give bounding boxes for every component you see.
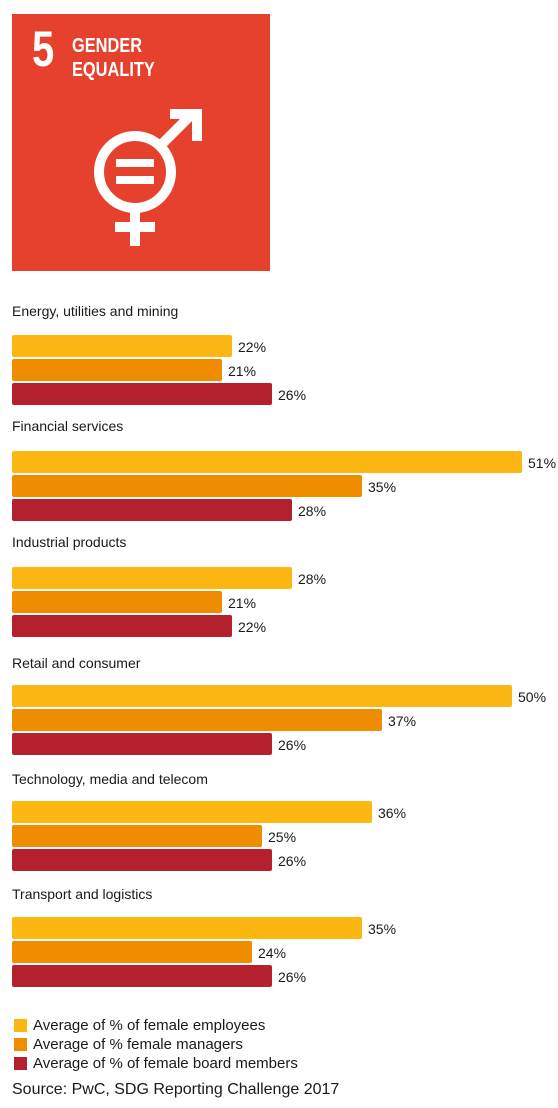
value-label-managers-2: 21% [228,595,256,611]
value-label-managers-5: 24% [258,945,286,961]
bar-employees-1 [12,451,522,473]
value-label-managers-4: 25% [268,829,296,845]
category-label-retail: Retail and consumer [12,655,141,671]
bar-managers-3 [12,709,382,731]
bar-board-4 [12,849,272,871]
value-label-board-5: 26% [278,969,306,985]
bar-managers-4 [12,825,262,847]
legend-swatch-managers [14,1038,27,1051]
legend-label-employees: Average of % of female employees [33,1017,266,1034]
legend-label-managers: Average of % female managers [33,1036,243,1053]
value-label-managers-3: 37% [388,713,416,729]
bar-board-5 [12,965,272,987]
sdg5-gender-equality-logo: 5 GENDER EQUALITY [12,14,270,271]
value-label-board-1: 28% [298,503,326,519]
bar-employees-3 [12,685,512,707]
value-label-board-3: 26% [278,737,306,753]
category-label-energy: Energy, utilities and mining [12,303,179,319]
value-label-employees-3: 50% [518,689,546,705]
legend-label-board: Average of % of female board members [33,1055,298,1072]
value-label-employees-0: 22% [238,339,266,355]
legend-item-managers: Average of % female managers [14,1035,298,1054]
category-label-financial: Financial services [12,418,124,434]
value-label-managers-0: 21% [228,363,256,379]
value-label-employees-5: 35% [368,921,396,937]
value-label-employees-2: 28% [298,571,326,587]
sdg-number: 5 [32,21,54,77]
bar-managers-1 [12,475,362,497]
category-label-transport: Transport and logistics [12,886,153,902]
value-label-board-0: 26% [278,387,306,403]
legend: Average of % of female employees Average… [14,1016,298,1073]
category-label-technology: Technology, media and telecom [12,771,208,787]
value-label-employees-4: 36% [378,805,406,821]
source-note: Source: PwC, SDG Reporting Challenge 201… [12,1081,340,1098]
value-label-board-2: 22% [238,619,266,635]
bar-board-1 [12,499,292,521]
bar-chart: 22% 21% 26% 51% 35% 28% 28% 21% 22% 50% 37% 26% 36% 2… [12,335,556,987]
bar-managers-0 [12,359,222,381]
legend-item-board: Average of % of female board members [14,1054,298,1073]
equals-sign-icon [116,159,154,184]
value-label-employees-1: 51% [528,455,556,471]
value-label-managers-1: 35% [368,479,396,495]
legend-swatch-employees [14,1019,27,1032]
category-label-industrial: Industrial products [12,534,127,550]
bar-board-0 [12,383,272,405]
bar-managers-2 [12,591,222,613]
bar-managers-5 [12,941,252,963]
bar-employees-5 [12,917,362,939]
gender-equality-icon [94,109,202,246]
bar-employees-4 [12,801,372,823]
sdg-title-line1: GENDER [72,33,142,56]
sdg-title-line2: EQUALITY [72,57,155,80]
bar-board-2 [12,615,232,637]
bar-board-3 [12,733,272,755]
legend-swatch-board [14,1057,27,1070]
bar-employees-2 [12,567,292,589]
legend-item-employees: Average of % of female employees [14,1016,298,1035]
bar-employees-0 [12,335,232,357]
value-label-board-4: 26% [278,853,306,869]
